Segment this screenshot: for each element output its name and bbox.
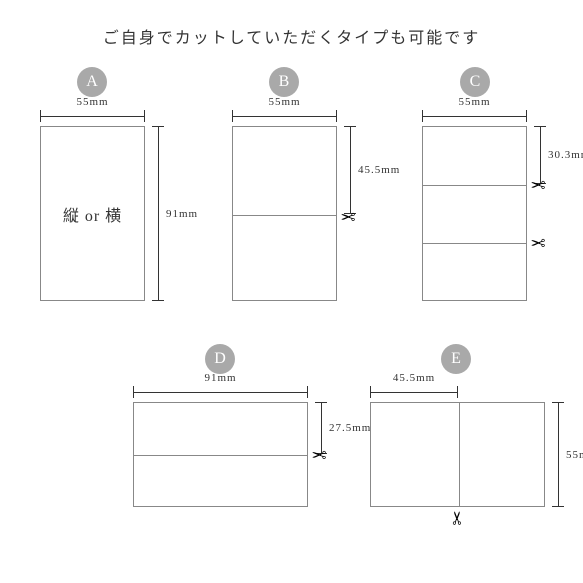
dim-d-width-label: 91mm — [133, 372, 308, 384]
dim-b-width-label: 55mm — [232, 96, 337, 108]
dim-d-height-label: 27.5mm — [329, 422, 371, 434]
dim-e-height-label: 55mm — [566, 449, 583, 461]
card-d — [133, 402, 308, 507]
card-c — [422, 126, 527, 301]
dim-d-width: 91mm — [133, 384, 308, 402]
dim-b-width: 55mm — [232, 108, 337, 126]
card-e — [370, 402, 545, 507]
scissors-icon: ✂ — [340, 208, 355, 229]
badge-c-letter: C — [470, 73, 481, 91]
card-a-center-text: 縦 or 横 — [63, 202, 122, 226]
dim-c-width-label: 55mm — [422, 96, 527, 108]
card-b — [232, 126, 337, 301]
badge-a-letter: A — [86, 73, 98, 91]
card-a: 縦 or 横 — [40, 126, 145, 301]
scissors-icon: ✂ — [530, 234, 545, 255]
badge-e: E — [441, 344, 471, 374]
badge-d-letter: D — [214, 350, 226, 368]
scissors-icon: ✂ — [448, 510, 469, 525]
dim-e-width: 45.5mm — [370, 384, 458, 402]
dim-b-height: 45.5mm — [342, 126, 360, 214]
badge-b: B — [269, 67, 299, 97]
badge-c: C — [460, 67, 490, 97]
dim-a-width-label: 55mm — [40, 96, 145, 108]
dim-e-height: 55mm — [550, 402, 568, 507]
dim-a-height: 91mm — [150, 126, 168, 301]
card-d-cut-1 — [134, 455, 307, 456]
card-b-cut-1 — [233, 215, 336, 216]
dim-c-width: 55mm — [422, 108, 527, 126]
card-c-cut-1 — [423, 185, 526, 186]
dim-a-height-label: 91mm — [166, 208, 198, 220]
page-title: ご自身でカットしていただくタイプも可能です — [0, 0, 583, 48]
dim-b-height-label: 45.5mm — [358, 164, 400, 176]
badge-d: D — [205, 344, 235, 374]
dim-a-width: 55mm — [40, 108, 145, 126]
scissors-icon: ✂ — [311, 446, 326, 467]
dim-c-height-label: 30.3mm — [548, 149, 583, 161]
badge-a: A — [77, 67, 107, 97]
badge-b-letter: B — [279, 73, 290, 91]
scissors-icon: ✂ — [530, 176, 545, 197]
card-c-cut-2 — [423, 243, 526, 244]
dim-e-width-label: 45.5mm — [370, 372, 458, 384]
card-e-cut-1 — [459, 403, 460, 506]
badge-e-letter: E — [451, 350, 461, 368]
